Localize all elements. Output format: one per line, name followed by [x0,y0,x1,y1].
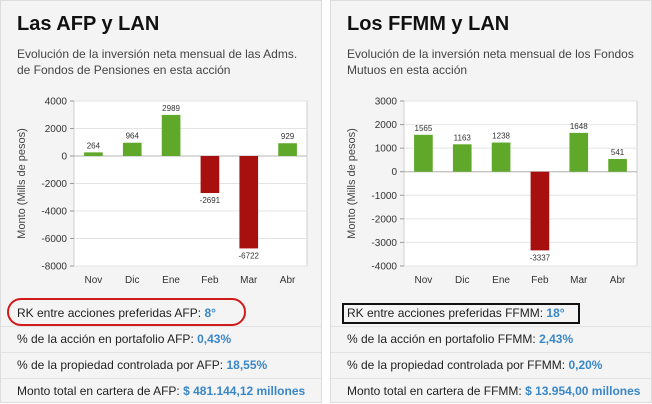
data-label: 541 [611,148,625,157]
stat-label: Monto total en cartera de FFMM: [347,384,526,398]
bar-abr [608,158,627,172]
x-tick-label: Dic [125,275,139,286]
bar-feb [200,156,220,194]
bar-nov [84,152,103,156]
stat-row-total: Monto total en cartera de FFMM: $ 13.954… [331,378,651,404]
stat-label: RK entre acciones preferidas AFP: [17,306,205,320]
stat-value: 0,43% [197,332,232,346]
data-label: 929 [281,132,295,141]
stat-value: 0,20% [568,358,603,372]
afp-stats: RK entre acciones preferidas AFP: 8° % d… [1,298,321,404]
stat-row-ownership: % de la propiedad controlada por AFP: 18… [1,352,321,378]
stat-row-portfolio: % de la acción en portafolio FFMM: 2,43% [331,326,651,352]
data-label: 1163 [454,133,472,142]
x-tick-label: Ene [162,275,180,286]
y-axis-label: Monto (Mills de pesos) [16,128,28,239]
y-axis-label: Monto (Mills de pesos) [346,128,358,239]
panel-subtitle: Evolución de la inversión neta mensual d… [347,47,634,77]
stat-value: 18° [546,306,565,320]
data-label: -3337 [530,253,551,262]
stat-value: 18,55% [226,358,268,372]
y-tick-label: 0 [61,152,67,163]
stat-value: $ 481.144,12 millones [183,384,306,398]
plot-area [403,100,638,267]
stat-label: Monto total en cartera de AFP: [17,384,184,398]
stat-value: 2,43% [539,332,574,346]
x-tick-label: Nov [85,275,103,286]
y-tick-label: -2000 [41,179,67,190]
stat-value: 8° [204,306,216,320]
x-tick-label: Mar [570,275,588,286]
x-tick-label: Nov [415,275,433,286]
data-label: 1238 [492,132,510,141]
y-tick-label: -2000 [371,214,397,225]
bar-mar [569,132,589,172]
y-tick-label: 1000 [375,144,398,155]
panel-title: Los FFMM y LAN [347,13,510,35]
y-tick-label: 2000 [375,120,398,131]
y-tick-label: -4000 [371,262,397,273]
y-tick-label: 0 [391,167,397,178]
x-tick-label: Feb [201,275,219,286]
stat-row-ownership: % de la propiedad controlada por FFMM: 0… [331,352,651,378]
stat-row-total: Monto total en cartera de AFP: $ 481.144… [1,378,321,404]
bar-mar [239,156,259,249]
ffmm-bar-chart: 3000 2000 1000 0 -1000 -2000 -3000 -4000 Monto (… [340,89,645,294]
y-tick-label: 4000 [45,97,68,108]
data-label: 964 [126,132,140,141]
y-tick-label: 2000 [45,124,68,135]
highlight-ring [7,298,246,326]
bar-feb [530,171,550,251]
bar-dic [452,144,472,172]
bar-dic [122,142,142,156]
y-tick-label: -3000 [371,238,397,249]
data-label: 2989 [162,104,180,113]
data-label: 1565 [415,124,433,133]
stat-value: $ 13.954,00 millones [525,384,641,398]
bar-abr [278,143,297,156]
x-tick-label: Dic [455,275,469,286]
stat-row-ranking: RK entre acciones preferidas AFP: 8° [1,298,321,326]
data-label: 1648 [570,122,588,131]
stat-label: RK entre acciones preferidas FFMM: [347,306,547,320]
x-tick-label: Mar [240,275,258,286]
chart-svg: 4000 2000 0 -2000 -4000 -6000 -8000 Monto (Mill… [16,97,308,286]
stat-row-portfolio: % de la acción en portafolio AFP: 0,43% [1,326,321,352]
afp-bar-chart: 4000 2000 0 -2000 -4000 -6000 -8000 Monto (Mill… [10,89,315,294]
stat-label: % de la acción en portafolio AFP: [17,332,198,346]
ffmm-panel: Los FFMM y LAN Evolución de la inversión… [330,0,652,403]
bar-ene [161,114,181,156]
data-label: 264 [87,141,101,150]
bar-nov [414,134,433,172]
afp-panel: Las AFP y LAN Evolución de la inversión … [0,0,322,403]
highlight-box [342,303,580,324]
panel-subtitle: Evolución de la inversión neta mensual d… [17,47,298,77]
stat-label: % de la acción en portafolio FFMM: [347,332,540,346]
ffmm-stats: RK entre acciones preferidas FFMM: 18° %… [331,301,651,404]
panel-title: Las AFP y LAN [17,13,160,35]
y-tick-label: -1000 [371,191,397,202]
x-tick-label: Abr [610,275,626,286]
y-tick-label: -4000 [41,207,67,218]
data-label: -6722 [239,251,260,260]
x-tick-label: Abr [280,275,296,286]
stat-row-ranking: RK entre acciones preferidas FFMM: 18° [331,301,651,326]
chart-svg: 3000 2000 1000 0 -1000 -2000 -3000 -4000 Monto (… [346,97,638,286]
x-tick-label: Ene [492,275,510,286]
y-tick-label: -6000 [41,234,67,245]
x-tick-label: Feb [531,275,549,286]
y-tick-label: 3000 [375,97,398,108]
stat-label: % de la propiedad controlada por AFP: [17,358,227,372]
y-tick-label: -8000 [41,262,67,273]
stat-label: % de la propiedad controlada por FFMM: [347,358,569,372]
bar-ene [491,142,511,172]
data-label: -2691 [200,196,221,205]
